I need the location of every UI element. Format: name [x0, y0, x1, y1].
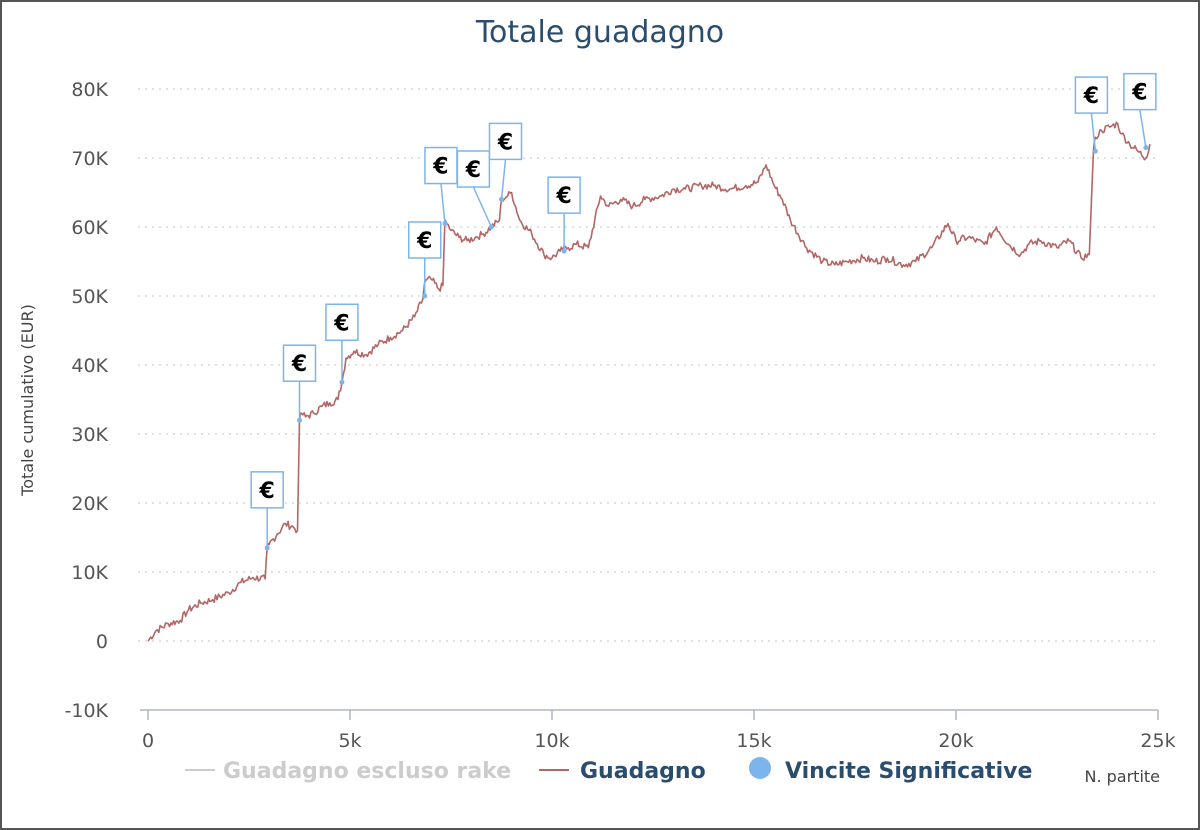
vincite-marker: € — [250, 471, 284, 551]
vincite-point — [499, 196, 504, 202]
vincite-marker: € — [282, 344, 317, 423]
flag-stem — [440, 183, 446, 224]
y-tick-label: 80K — [71, 79, 108, 101]
series-vincite-significative: € € € € € € € € € € — [250, 72, 1157, 551]
vincite-marker: € — [424, 146, 458, 227]
flag-stem — [1090, 113, 1097, 152]
euro-icon: € — [416, 229, 432, 254]
x-tick-label: 25k — [1140, 730, 1175, 752]
legend-item-guadagno-escluso-rake[interactable]: Guadagno escluso rake — [185, 759, 511, 784]
vincite-point — [561, 248, 567, 254]
vincite-point — [422, 293, 428, 299]
y-tick-label: -10K — [65, 700, 109, 722]
flag-box — [1123, 72, 1157, 111]
x-tick-label: 15k — [736, 730, 771, 752]
legend-label: Vincite Significative — [785, 759, 1032, 784]
vincite-point — [488, 224, 494, 230]
axes: -10K 0 10K 20K 30K 40K 50K 60K 70K 80K 0 5k 10k 15k 20… — [65, 79, 1176, 752]
flag-box — [282, 344, 317, 382]
flag-box — [325, 303, 359, 341]
chart-title: Totale guadagno — [475, 15, 724, 50]
flag-box — [456, 150, 491, 188]
flag-stem — [500, 159, 507, 200]
vincite-point — [264, 545, 270, 551]
euro-icon: € — [432, 155, 448, 180]
vincite-marker: € — [488, 122, 523, 202]
flag-box — [250, 471, 284, 509]
euro-icon: € — [259, 479, 275, 504]
y-axis-title: Totale cumulativo (EUR) — [18, 304, 37, 497]
vincite-marker: € — [1074, 76, 1109, 154]
euro-icon: € — [555, 184, 571, 209]
vincite-point — [297, 417, 302, 423]
flag-stem — [1139, 109, 1147, 148]
vincite-marker: € — [547, 176, 581, 254]
legend-item-guadagno[interactable]: Guadagno — [539, 759, 706, 784]
x-axis-title: N. partite — [1084, 767, 1160, 786]
vincite-point — [1092, 148, 1098, 154]
x-tick-label: 0 — [142, 730, 154, 752]
legend-swatch — [749, 757, 771, 779]
euro-icon: € — [1131, 81, 1147, 106]
vincite-marker: € — [456, 150, 494, 230]
euro-icon: € — [465, 158, 481, 183]
x-tick-label: 10k — [534, 730, 569, 752]
y-tick-label: 30K — [71, 424, 108, 446]
vincite-point — [1143, 145, 1149, 151]
flag-box — [547, 176, 581, 214]
euro-icon: € — [291, 352, 307, 377]
vincite-marker: € — [1123, 72, 1157, 151]
flag-stem — [472, 186, 493, 228]
vincite-marker: € — [325, 303, 359, 385]
series-guadagno — [147, 121, 1151, 642]
legend-label: Guadagno escluso rake — [223, 759, 511, 784]
flag-box — [424, 146, 458, 185]
euro-icon: € — [333, 311, 349, 336]
legend-item-vincite-significative[interactable]: Vincite Significative — [749, 757, 1032, 784]
euro-icon: € — [497, 130, 513, 155]
flag-box — [1074, 76, 1109, 114]
x-tick-label: 20k — [938, 730, 973, 752]
vincite-point — [442, 221, 448, 227]
y-tick-label: 70K — [71, 148, 108, 170]
vincite-point — [339, 379, 345, 385]
y-tick-label: 20K — [71, 493, 108, 515]
legend[interactable]: Guadagno escluso rake Guadagno Vincite Sig… — [185, 757, 1032, 784]
series-line-guadagno — [147, 121, 1151, 642]
y-tick-label: 10K — [71, 562, 108, 584]
euro-icon: € — [1083, 84, 1099, 109]
flag-box — [488, 122, 523, 161]
y-tick-label: 40K — [71, 355, 108, 377]
y-tick-label: 50K — [71, 286, 108, 308]
flag-box — [407, 221, 442, 259]
x-tick-label: 5k — [338, 730, 361, 752]
legend-label: Guadagno — [580, 759, 706, 784]
y-tick-label: 60K — [71, 217, 108, 239]
vincite-marker: € — [407, 221, 442, 299]
y-tick-label: 0 — [96, 631, 108, 653]
